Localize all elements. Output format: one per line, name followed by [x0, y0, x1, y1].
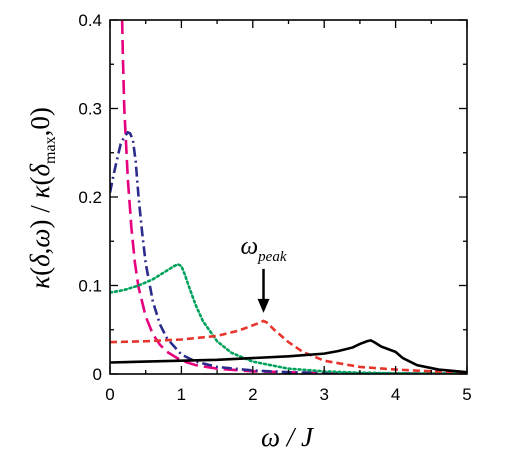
x-tick-label: 2	[248, 385, 257, 404]
y-tick-label: 0.2	[78, 188, 102, 207]
y-axis-label: κ(δ,ω) / κ(δmax,0)	[25, 107, 59, 289]
series-group	[110, 20, 467, 374]
y-tick-label: 0.1	[78, 277, 102, 296]
series-line-solid	[110, 338, 467, 374]
series-line-long-dash	[120, 20, 467, 374]
x-tick-label: 5	[462, 385, 471, 404]
peak-arrow-head	[257, 298, 270, 313]
series-line-dotted	[110, 262, 467, 374]
y-tick-label: 0	[93, 365, 102, 384]
x-tick-label: 4	[391, 385, 400, 404]
x-tick-label: 3	[319, 385, 328, 404]
x-tick-label: 0	[105, 385, 114, 404]
series-line-dash-dot	[110, 130, 467, 374]
x-axis-label: ω / J	[261, 422, 315, 452]
x-tick-label: 1	[177, 385, 186, 404]
peak-annotation-label: ωpeak	[241, 233, 287, 265]
y-tick-label: 0.3	[78, 100, 102, 119]
peak-annotation: ωpeak	[241, 233, 287, 313]
series-line-short-dash	[110, 319, 467, 374]
ticks-group: 0 1 2 3 4 5 0 0.1 0.2 0.3 0.4	[78, 11, 471, 404]
y-tick-label: 0.4	[78, 11, 102, 30]
plot-frame	[109, 19, 468, 375]
